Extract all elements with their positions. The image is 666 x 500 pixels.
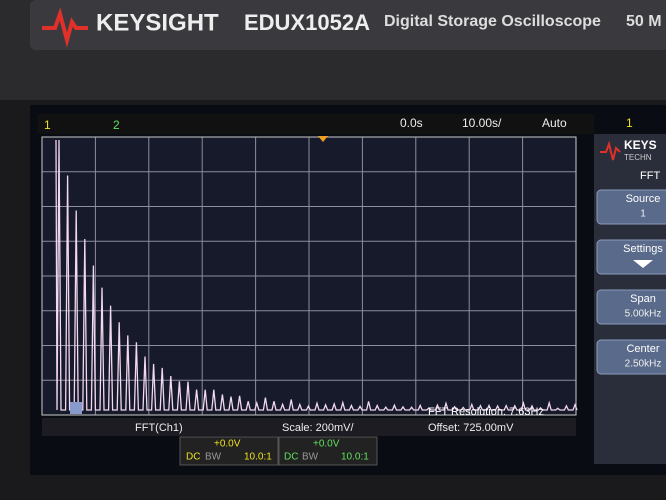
ch1-coupling: DC <box>186 452 200 463</box>
channel-box-1: +0.0V DC BW 10.0:1 <box>180 437 278 465</box>
fft-scale: Scale: 200mV/ <box>282 422 354 434</box>
ch1-bw: BW <box>205 452 222 463</box>
channel-1: 1 <box>44 118 51 132</box>
ch2-bw: BW <box>302 452 319 463</box>
fft-resolution: FFT Resolution: 7.63Hz <box>428 406 544 418</box>
menu-button-value: 5.00kHz <box>625 309 662 320</box>
channel-2: 2 <box>113 118 120 132</box>
menu-button-value: 2.50kHz <box>625 359 662 370</box>
delay: 0.0s <box>400 116 423 130</box>
side-logo-sub: TECHN <box>624 153 652 162</box>
menu-button-label: Center <box>626 343 659 355</box>
status-bar <box>38 114 594 134</box>
trigger-source: 1 <box>626 116 633 130</box>
channel-box-2: +0.0V DC BW 10.0:1 <box>279 437 377 465</box>
menu-button-label: Span <box>630 293 656 305</box>
ch2-probe: 10.0:1 <box>341 452 369 463</box>
marker-icon <box>70 402 82 414</box>
fft-offset: Offset: 725.00mV <box>428 422 514 434</box>
timebase: 10.00s/ <box>462 116 502 130</box>
description: Digital Storage Oscilloscope <box>384 13 601 30</box>
trigger-mode: Auto <box>542 116 567 130</box>
bandwidth: 50 M <box>626 13 662 30</box>
ch2-offset: +0.0V <box>313 439 340 450</box>
oscilloscope: KEYSIGHT EDUX1052A Digital Storage Oscil… <box>0 0 666 500</box>
brand: KEYSIGHT <box>96 9 219 36</box>
menu-button-label: Settings <box>623 243 663 255</box>
side-logo: KEYS <box>624 138 657 152</box>
fft-function: FFT(Ch1) <box>135 422 183 434</box>
ch1-offset: +0.0V <box>214 439 241 450</box>
model: EDUX1052A <box>244 10 370 35</box>
ch2-coupling: DC <box>284 452 298 463</box>
menu-button-label: Source <box>626 193 661 205</box>
menu-title: FFT <box>640 170 660 182</box>
ch1-probe: 10.0:1 <box>244 452 272 463</box>
menu-button-value: 1 <box>640 209 646 220</box>
